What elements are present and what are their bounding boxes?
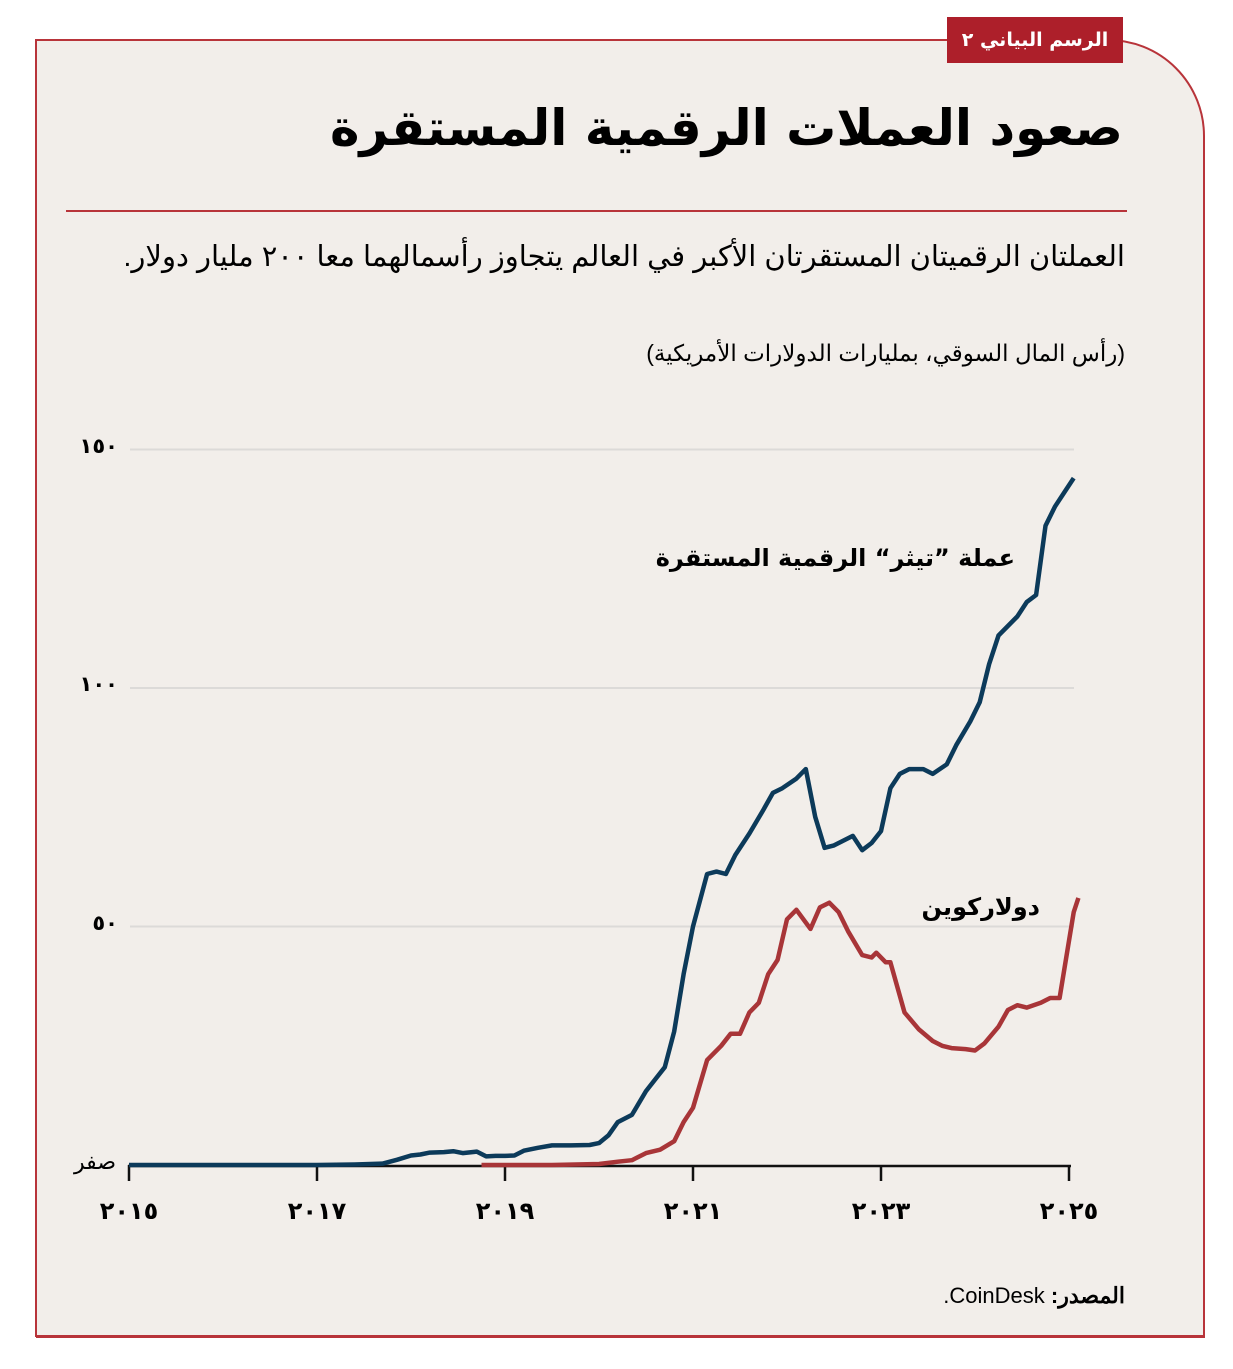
source-note: المصدر: CoinDesk. <box>943 1283 1125 1309</box>
units-note: (رأس المال السوقي، بمليارات الدولارات ال… <box>646 340 1125 366</box>
badge-label: الرسم البياني ٢ <box>961 29 1109 51</box>
x-tick-label: ٢٠١٧ <box>287 1197 347 1225</box>
chart-subtitle: العملتان الرقميتان المستقرتان الأكبر في … <box>123 241 1125 273</box>
chart-number-badge: الرسم البياني ٢ <box>947 17 1123 63</box>
tether-line <box>129 476 1076 1168</box>
y-tick-label: ٥٠ <box>92 910 118 935</box>
chart-title: صعود العملات الرقمية المستقرة <box>330 99 1123 157</box>
usdc-series-label: دولاركوين <box>921 893 1040 921</box>
y-tick-label: ١٥٠ <box>79 433 118 458</box>
x-tick-label: ٢٠١٥ <box>99 1197 159 1225</box>
x-axis <box>127 1164 1071 1181</box>
y-tick-label: صفر <box>74 1149 116 1174</box>
source-value: CoinDesk. <box>943 1283 1045 1308</box>
x-tick-label: ٢٠١٩ <box>475 1197 535 1225</box>
title-divider <box>66 210 1127 212</box>
tether-series-label: عملة ”تيثر“ الرقمية المستقرة <box>655 544 1015 572</box>
gridlines <box>130 448 1074 928</box>
x-tick-label: ٢٠٢١ <box>663 1197 723 1225</box>
x-tick-label: ٢٠٢٥ <box>1039 1197 1099 1225</box>
usdc-line <box>481 897 1081 1168</box>
y-tick-label: ١٠٠ <box>79 672 118 696</box>
frame-bottom-shadow <box>36 1335 1205 1338</box>
x-tick-label: ٢٠٢٣ <box>851 1197 911 1225</box>
source-label: المصدر: <box>1050 1283 1125 1308</box>
